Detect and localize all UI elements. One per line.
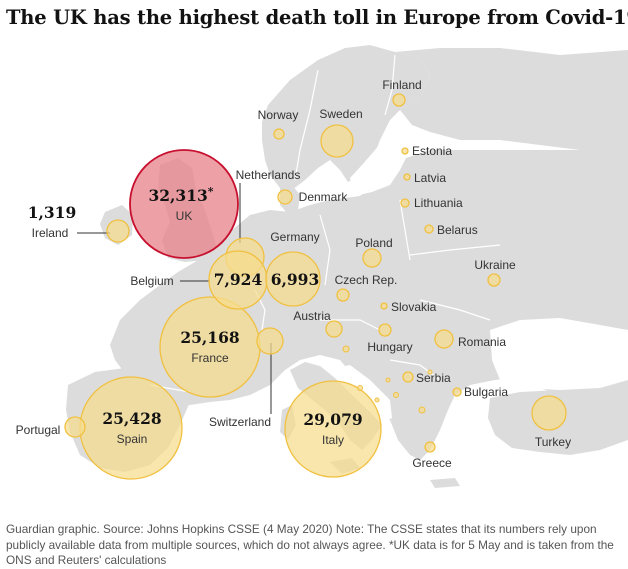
value-label-uk: 32,313* — [148, 185, 213, 205]
bubble-austria — [325, 320, 343, 338]
leader-lines — [77, 183, 272, 414]
country-label-latvia: Latvia — [414, 171, 446, 185]
land-scandinavia — [262, 45, 430, 190]
country-label-denmark: Denmark — [299, 190, 349, 204]
bubble-italy — [284, 380, 382, 478]
bubble-turkey — [531, 395, 567, 431]
bubble-small-1 — [357, 385, 363, 391]
bubble-small-4 — [427, 369, 433, 375]
country-label-poland: Poland — [355, 236, 392, 250]
bubble-poland — [362, 248, 382, 268]
country-label-uk: UK — [176, 209, 193, 223]
bubble-sweden — [320, 124, 354, 158]
country-label-hungary: Hungary — [367, 340, 412, 354]
border-se-fi — [384, 54, 396, 116]
bubble-lithuania — [400, 198, 410, 208]
country-label-belarus: Belarus — [437, 223, 478, 237]
value-label-belgium: 7,924 — [214, 270, 263, 289]
bubble-belarus — [424, 224, 434, 234]
bubble-uk — [129, 149, 239, 259]
europe-map: 32,313* UK 1,319 Ireland 7,924 Belgium 6,993 Ge… — [16, 45, 628, 488]
bubble-portugal — [64, 416, 86, 438]
value-label-germany: 6,993 — [271, 270, 320, 289]
bubble-hungary — [378, 323, 392, 337]
bubble-small-3 — [418, 406, 426, 414]
bubble-romania — [434, 329, 454, 349]
country-label-netherlands: Netherlands — [236, 168, 301, 182]
bubble-spain — [79, 376, 183, 480]
bubble-small-2 — [393, 392, 399, 398]
country-label-germany: Germany — [270, 230, 319, 244]
land-finland — [395, 48, 628, 150]
bubble-small-0 — [342, 345, 350, 353]
bubble-estonia — [401, 147, 409, 155]
bubble-norway — [273, 128, 285, 140]
baltic-sea — [350, 125, 412, 196]
country-label-portugal: Portugal — [16, 423, 61, 437]
country-label-italy: Italy — [322, 433, 344, 447]
border-ua-ro — [419, 299, 491, 321]
country-label-finland: Finland — [382, 78, 421, 92]
border-no-se — [294, 69, 319, 181]
bubble-switzerland — [256, 327, 284, 355]
border-at-hu — [320, 319, 381, 331]
bubble-ukraine — [487, 273, 501, 287]
country-label-sweden: Sweden — [319, 107, 362, 121]
bubble-france — [159, 296, 261, 398]
country-label-turkey: Turkey — [535, 435, 571, 449]
country-label-serbia: Serbia — [416, 371, 451, 385]
black-sea — [490, 318, 628, 390]
bubble-latvia — [403, 173, 411, 181]
country-label-greece: Greece — [412, 456, 452, 470]
country-label-estonia: Estonia — [412, 144, 452, 158]
country-label-norway: Norway — [258, 108, 299, 122]
bubble-finland — [392, 93, 406, 107]
source-note: Guardian graphic. Source: Johns Hopkins … — [6, 522, 614, 567]
bubbles-layer — [64, 93, 567, 480]
land-crete — [430, 478, 460, 488]
country-label-romania: Romania — [458, 335, 506, 349]
uk-asterisk: * — [208, 185, 214, 198]
bubble-bulgaria — [452, 387, 462, 397]
country-label-belgium: Belgium — [130, 274, 173, 288]
bubble-denmark — [277, 189, 293, 205]
country-label-ireland: Ireland — [32, 226, 69, 240]
bubble-slovakia — [380, 302, 388, 310]
country-label-slovakia: Slovakia — [391, 300, 437, 314]
country-label-lithuania: Lithuania — [414, 196, 463, 210]
bubble-ireland — [106, 219, 130, 243]
chart-title: The UK has the highest death toll in Eur… — [6, 6, 628, 29]
value-label-italy: 29,079 — [303, 410, 362, 429]
country-label-spain: Spain — [117, 432, 148, 446]
country-label-czech: Czech Rep. — [335, 273, 398, 287]
border-rs — [389, 359, 441, 381]
bubble-greece — [424, 441, 436, 453]
value-label-ireland: 1,319 — [28, 203, 77, 222]
value-label-spain: 25,428 — [102, 409, 161, 428]
labels-layer: 32,313* UK 1,319 Ireland 7,924 Belgium 6,993 Ge… — [16, 78, 571, 470]
bubble-small-6 — [374, 397, 380, 403]
bubble-germany — [265, 251, 321, 307]
value-label-france: 25,168 — [180, 328, 239, 347]
country-label-france: France — [191, 351, 229, 365]
border-pl-by — [399, 199, 411, 261]
country-label-bulgaria: Bulgaria — [464, 385, 508, 399]
border-by-ua — [409, 244, 501, 256]
country-label-ukraine: Ukraine — [474, 258, 516, 272]
country-label-switzerland: Switzerland — [209, 415, 271, 429]
bubble-czech — [336, 288, 350, 302]
country-label-austria: Austria — [293, 309, 331, 323]
bubble-serbia — [402, 371, 414, 383]
bubble-small-5 — [385, 377, 391, 383]
border-de-pl — [319, 214, 331, 286]
